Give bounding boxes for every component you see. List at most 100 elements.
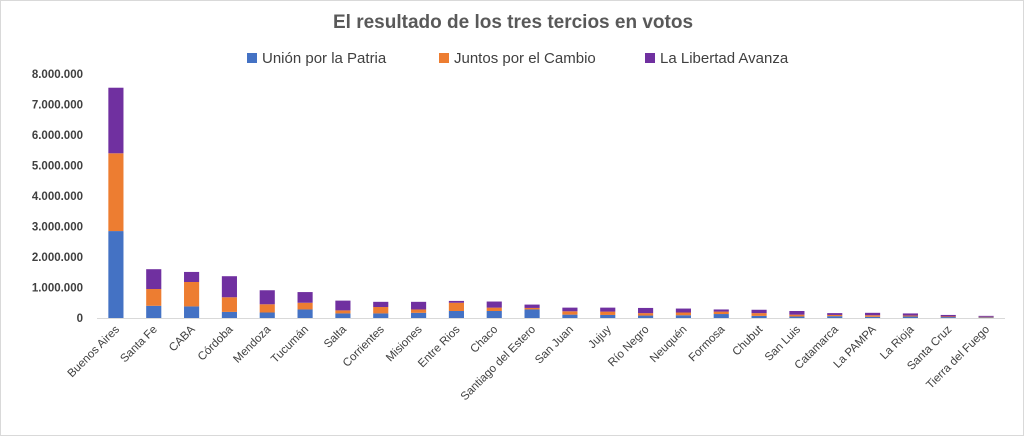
- x-tick-label: Santa Fe: [118, 324, 159, 365]
- bar-segment-1-19: [827, 314, 843, 317]
- bar-segment-1-21: [902, 315, 918, 317]
- bar-segment-2-3: [221, 276, 237, 298]
- bar-segment-0-6: [335, 313, 351, 318]
- bar-segment-0-14: [638, 315, 654, 318]
- bar-segment-2-5: [297, 292, 313, 303]
- bar-segment-1-17: [751, 313, 767, 316]
- bar-segment-1-22: [940, 316, 956, 318]
- bar-segment-1-9: [448, 302, 464, 311]
- bar-segment-2-6: [335, 300, 351, 311]
- x-tick-label: Formosa: [687, 323, 728, 364]
- y-tick-label: 6.000.000: [32, 130, 83, 142]
- bar-segment-1-2: [184, 282, 200, 307]
- bar-segment-2-18: [789, 310, 805, 315]
- x-tick-label: Corrientes: [341, 323, 387, 369]
- bar-segment-2-12: [562, 307, 578, 312]
- chart-title: El resultado de los tres tercios en voto…: [333, 12, 693, 33]
- x-tick-label: Santiago del Estero: [459, 324, 538, 403]
- bar-segment-1-4: [259, 304, 275, 313]
- legend-label-0: Unión por la Patria: [262, 50, 387, 67]
- bar-segment-2-10: [486, 301, 502, 308]
- y-tick-label: 2.000.000: [32, 252, 83, 264]
- bar-segment-1-12: [562, 311, 578, 315]
- x-tick-label: La Rioja: [878, 323, 917, 362]
- bar-segment-1-18: [789, 314, 805, 317]
- bar-segment-1-14: [638, 313, 654, 316]
- bar-segment-0-16: [713, 314, 729, 318]
- legend: Unión por la Patria Juntos por el Cambio L…: [247, 50, 789, 67]
- bar-segment-0-10: [486, 310, 502, 318]
- bar-segment-2-1: [146, 269, 162, 290]
- bar-segment-0-1: [146, 305, 162, 318]
- bar-segment-0-15: [675, 315, 691, 318]
- bar-segment-0-5: [297, 309, 313, 318]
- bar-segment-0-19: [827, 316, 843, 318]
- bar-segment-1-16: [713, 311, 729, 315]
- bar-segment-0-8: [411, 312, 427, 318]
- bar-segment-0-3: [221, 311, 237, 318]
- bar-segment-0-4: [259, 312, 275, 318]
- bar-segment-2-11: [524, 304, 540, 308]
- y-tick-label: 5.000.000: [32, 161, 83, 173]
- bar-segment-0-9: [448, 310, 464, 318]
- x-tick-label: Chubut: [730, 323, 765, 358]
- bar-segment-1-10: [486, 307, 502, 311]
- bar-segment-2-20: [865, 312, 881, 316]
- bar-segment-0-18: [789, 316, 805, 318]
- bar-segment-2-16: [713, 309, 729, 312]
- bar-segment-2-4: [259, 290, 275, 305]
- bar-segment-2-8: [411, 301, 427, 310]
- legend-swatch-2: [645, 53, 655, 63]
- bar-segment-1-5: [297, 302, 313, 310]
- y-axis: 0 1.000.000 2.000.000 3.000.000 4.000.000 5.0…: [32, 69, 83, 325]
- bar-segment-1-7: [373, 307, 389, 314]
- bar-segment-2-21: [902, 313, 918, 316]
- bar-segment-1-15: [675, 312, 691, 316]
- bar-segment-1-0: [108, 153, 124, 232]
- bar-segment-0-17: [751, 315, 767, 318]
- bar-segment-1-23: [978, 316, 994, 318]
- bar-segment-2-23: [978, 315, 994, 317]
- bar-segment-0-21: [902, 316, 918, 318]
- x-tick-label: Salta: [322, 323, 349, 350]
- bar-segment-1-1: [146, 289, 162, 306]
- bar-segment-2-14: [638, 307, 654, 314]
- bar-segment-2-17: [751, 309, 767, 314]
- bar-segment-1-3: [221, 297, 237, 312]
- x-tick-label: Tucumán: [269, 324, 311, 366]
- bar-segment-1-6: [335, 310, 351, 314]
- x-tick-label: Buenos Aires: [66, 323, 123, 380]
- bar-segment-1-11: [524, 307, 540, 310]
- y-tick-label: 1.000.000: [32, 283, 83, 295]
- y-tick-label: 8.000.000: [32, 69, 83, 81]
- bar-segment-2-0: [108, 87, 124, 154]
- x-tick-label: Córdoba: [196, 323, 236, 363]
- bar-segment-0-13: [600, 314, 616, 318]
- x-tick-label: Neuquén: [648, 324, 689, 365]
- x-tick-label: Mendoza: [231, 323, 273, 365]
- y-tick-label: 3.000.000: [32, 222, 83, 234]
- bar-segment-0-7: [373, 313, 389, 318]
- legend-swatch-0: [247, 53, 257, 63]
- bar-segment-1-13: [600, 311, 616, 315]
- bar-segment-2-13: [600, 307, 616, 312]
- bar-segment-2-9: [448, 300, 464, 303]
- bar-segment-0-2: [184, 306, 200, 318]
- bar-segment-2-2: [184, 271, 200, 282]
- x-tick-label: Chaco: [468, 324, 500, 356]
- y-tick-label: 4.000.000: [32, 191, 83, 203]
- x-tick-label: Jujuy: [586, 323, 614, 351]
- y-tick-label: 0: [77, 313, 83, 325]
- bar-segment-1-20: [865, 315, 881, 317]
- bar-segment-0-20: [865, 316, 881, 318]
- x-tick-label: CABA: [167, 323, 198, 354]
- bar-segment-0-23: [978, 317, 994, 318]
- bar-segment-2-15: [675, 308, 691, 313]
- bar-segment-2-7: [373, 301, 389, 308]
- legend-label-1: Juntos por el Cambio: [454, 50, 596, 67]
- x-tick-label: San Juan: [533, 324, 576, 367]
- bar-segment-0-12: [562, 314, 578, 318]
- x-tick-label: Entre Rios: [416, 323, 463, 370]
